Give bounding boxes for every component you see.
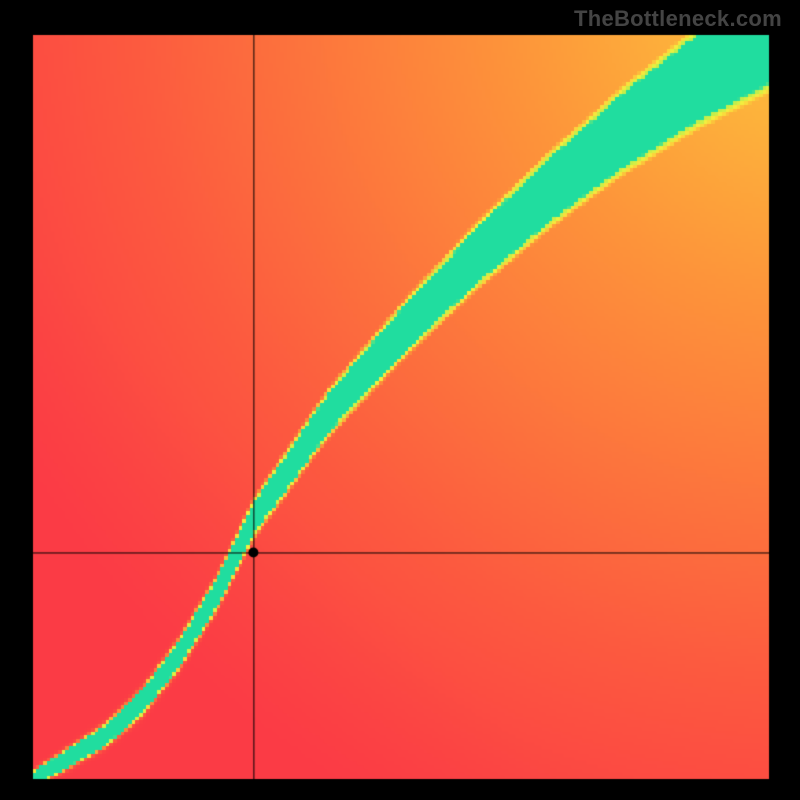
bottleneck-heatmap-canvas — [0, 0, 800, 800]
watermark-label: TheBottleneck.com — [574, 6, 782, 32]
chart-container: TheBottleneck.com — [0, 0, 800, 800]
